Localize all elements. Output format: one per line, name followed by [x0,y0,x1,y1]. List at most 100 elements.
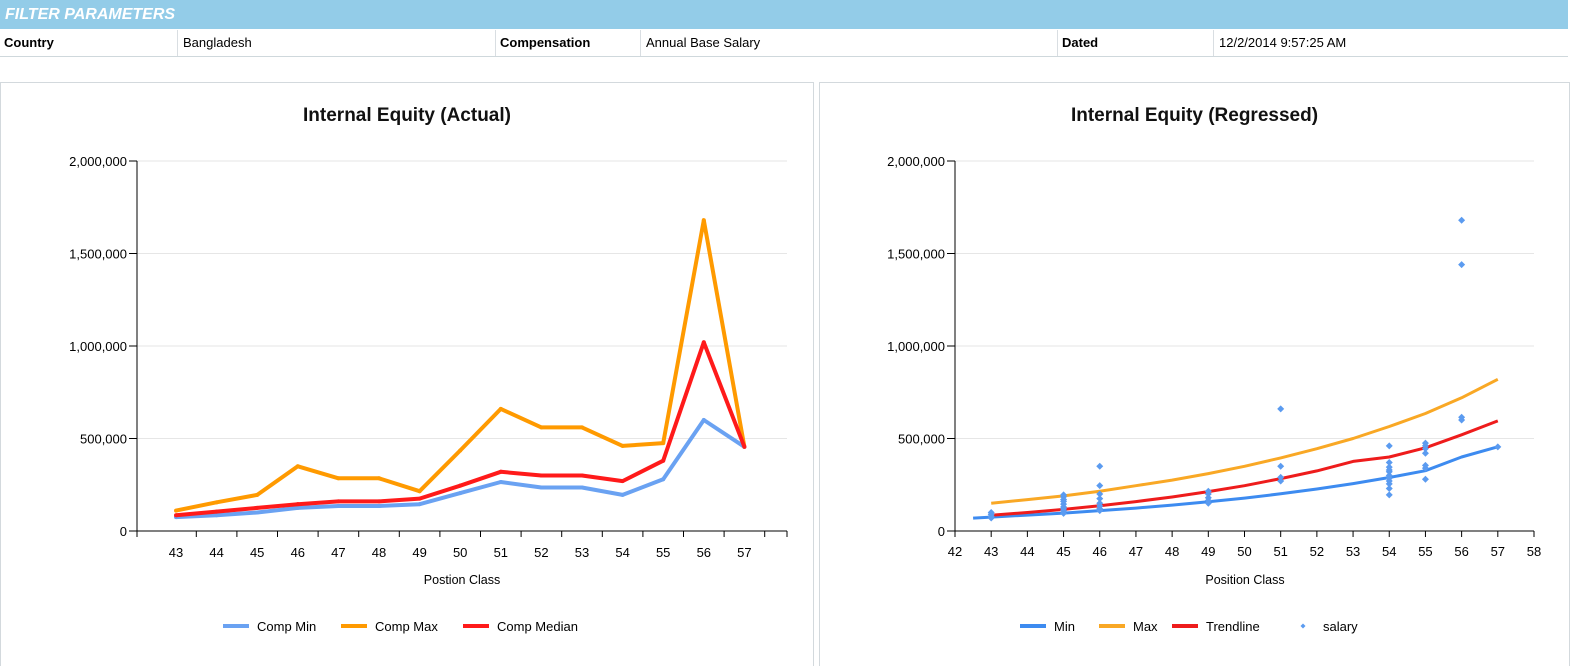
data-point [214,513,219,518]
country-value: Bangladesh [183,35,252,50]
scatter-point [1277,462,1285,470]
x-tick-label: 56 [1454,544,1468,559]
x-tick-label: 51 [1273,544,1287,559]
data-point [539,473,544,478]
x-tick-label: 53 [575,545,589,560]
data-point [377,499,381,504]
filter-divider [1057,30,1058,56]
dated-value: 12/2/2014 9:57:25 AM [1219,35,1347,50]
data-point [701,340,706,345]
filter-divider [495,30,496,56]
data-point [336,499,341,504]
x-tick-label: 49 [412,545,426,560]
actual-chart-panel: Internal Equity (Actual) 0 500,000 1,000,0… [0,82,814,666]
x-tick-label: 43 [169,545,183,560]
y-tick-label: 2,000,000 [69,154,127,169]
series-line [991,377,1499,505]
data-point [580,473,584,478]
legend-label: Comp Median [497,619,578,634]
filter-parameters-row: Country Bangladesh Compensation Annual B… [0,30,1568,57]
x-tick-label: 47 [1129,544,1143,559]
scatter-point [1458,261,1466,269]
legend-swatch [1300,623,1306,629]
country-label: Country [4,35,54,50]
data-point [661,477,666,482]
data-point [661,441,666,446]
x-tick-label: 46 [1093,544,1107,559]
scatter-point [1458,216,1466,224]
series-line [175,418,746,520]
compensation-value: Annual Base Salary [646,35,761,50]
x-tick-label: 53 [1346,544,1360,559]
filter-header-bar: FILTER PARAMETERS [0,0,1568,29]
y-tick-label: 1,000,000 [69,339,127,354]
scatter-point [1385,463,1393,471]
data-point [742,444,747,449]
data-point [417,502,422,507]
regressed-chart: 0 500,000 1,000,000 1,500,000 2,000,000 42 43 4… [887,154,1541,634]
data-point [620,492,625,497]
legend-label: Comp Max [375,619,438,634]
chart-title: Internal Equity (Actual) [303,105,511,126]
scatter-point [1096,499,1104,507]
data-point [580,425,584,430]
series-line [175,340,747,518]
data-point [255,492,260,497]
data-point [174,513,178,518]
series-line [973,445,1499,520]
x-tick-label: 56 [697,545,711,560]
x-tick-label: 52 [1310,544,1324,559]
scatter-point [1494,443,1502,451]
data-point [377,476,381,481]
scatter-point [1277,473,1285,481]
y-tick-label: 1,500,000 [887,247,945,262]
scatter-point [1096,462,1104,470]
x-tick-label: 42 [948,544,962,559]
legend-label: Min [1054,619,1075,634]
data-point [295,505,300,510]
data-point [539,425,544,430]
x-axis-label: Postion Class [424,573,500,587]
data-point [255,505,260,510]
data-point [701,418,706,422]
scatter-point [1385,472,1393,479]
data-point [417,489,422,494]
scatter-point [1096,490,1104,498]
chart-title: Internal Equity (Regressed) [1070,105,1319,126]
data-point [377,504,381,509]
scatter-point [1421,461,1429,469]
data-point [458,483,463,488]
data-point [214,500,219,505]
legend-label: salary [1323,619,1358,634]
scatter-point [1277,405,1285,413]
x-axis-label: Position Class [1205,573,1284,587]
x-tick-label: 51 [494,545,508,560]
legend-label: Max [1133,619,1158,634]
regressed-chart-panel: Internal Equity (Regressed) 0 500,000 1,00… [819,82,1570,666]
data-point [498,469,503,474]
legend-label: Comp Min [257,619,316,634]
data-point [620,443,625,448]
scatter-point [1421,475,1429,483]
data-point [580,485,584,490]
scatter-point [1421,439,1429,447]
y-tick-label: 500,000 [898,432,945,447]
scatter-point [1385,442,1393,450]
filter-title: FILTER PARAMETERS [5,6,176,23]
data-point [458,491,463,496]
series-line [175,218,747,513]
dated-label: Dated [1062,35,1099,50]
x-tick-label: 54 [615,545,629,560]
scatter-point [1060,491,1068,499]
compensation-label: Compensation [500,35,591,50]
data-point [336,504,341,509]
legend-label: Trendline [1206,619,1260,634]
scatter-point [1385,491,1393,499]
x-tick-label: 58 [1527,544,1541,559]
actual-chart: 0 500,000 1,000,000 1,500,000 2,000,000 43 44 4… [69,154,788,634]
y-tick-label: 2,000,000 [887,154,945,169]
scatter-point [1204,494,1212,502]
data-point [255,510,260,515]
data-point [458,448,463,453]
scatter-point [1458,413,1466,421]
